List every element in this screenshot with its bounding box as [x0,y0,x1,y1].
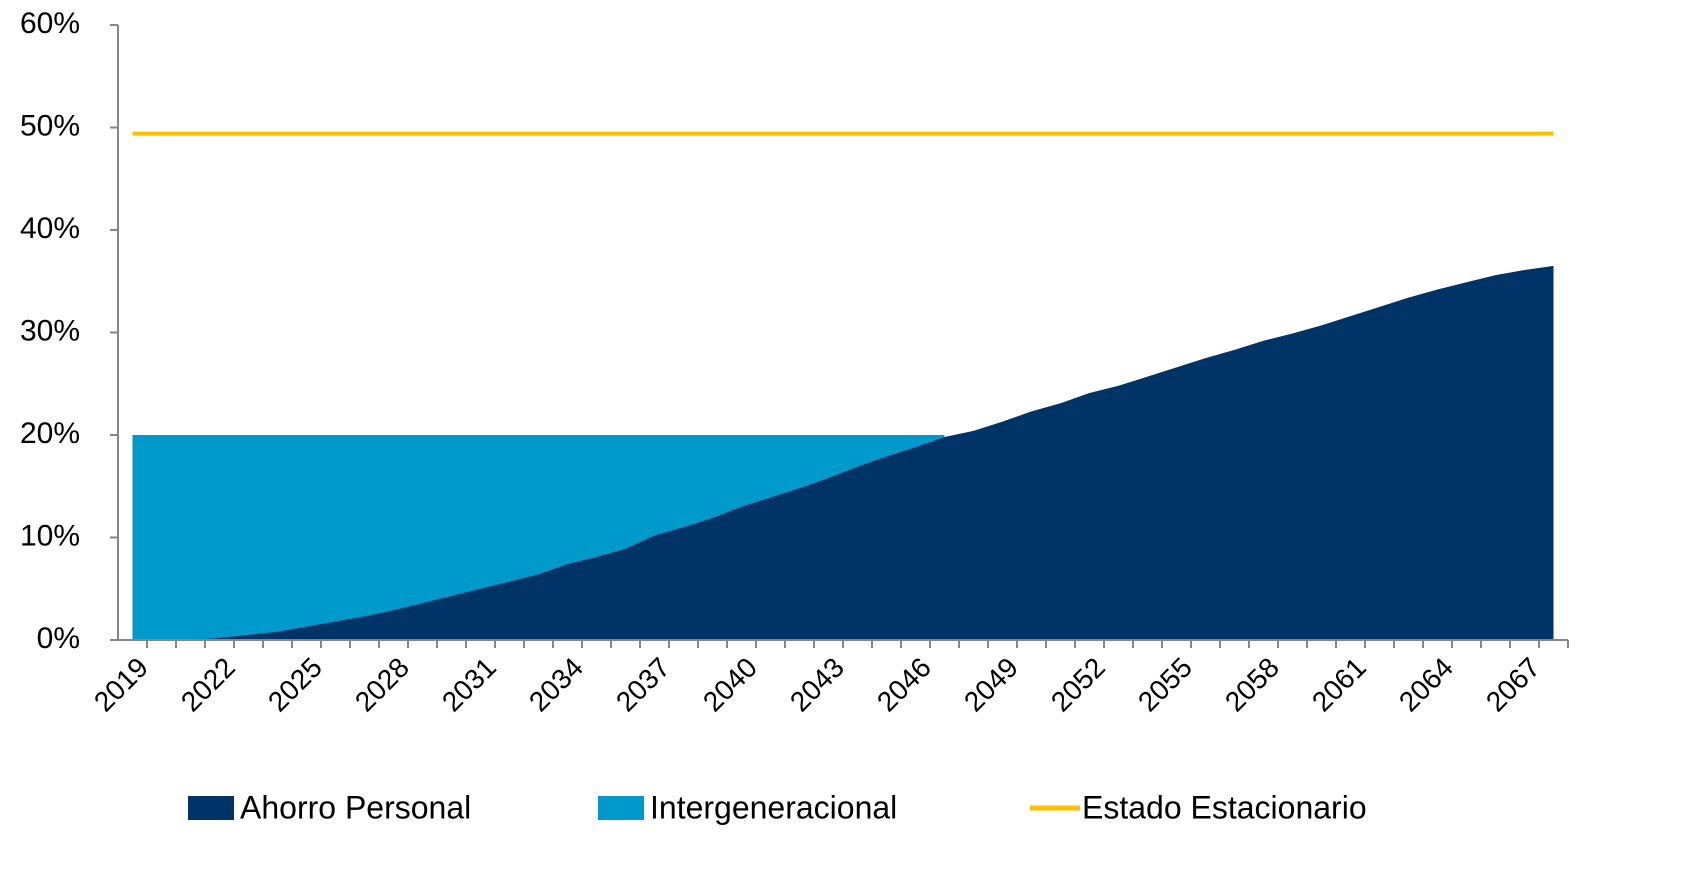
x-tick-label: 2037 [610,652,676,718]
y-tick-label: 60% [20,7,80,40]
x-tick-label: 2061 [1306,652,1372,718]
y-tick-label: 10% [20,519,80,552]
y-tick-label: 30% [20,314,80,347]
x-tick-label: 2052 [1045,652,1111,718]
legend-label: Estado Estacionario [1082,789,1367,825]
x-tick-label: 2031 [436,652,502,718]
x-tick-label: 2040 [697,652,763,718]
legend-label: Ahorro Personal [240,789,471,825]
legend-label: Intergeneracional [650,789,897,825]
y-tick-label: 50% [20,109,80,142]
y-tick-label: 0% [37,622,80,655]
x-tick-label: 2034 [523,652,589,718]
x-tick-label: 2022 [175,652,241,718]
y-tick-label: 40% [20,212,80,245]
x-tick-label: 2067 [1480,652,1546,718]
x-tick-label: 2043 [784,652,850,718]
y-tick-label: 20% [20,417,80,450]
x-tick-label: 2064 [1393,652,1459,718]
area [132,265,1554,640]
x-tick-label: 2055 [1132,652,1198,718]
legend-swatch [188,796,234,820]
legend-swatch [598,796,644,820]
x-tick-label: 2046 [871,652,937,718]
x-tick-label: 2025 [262,652,328,718]
x-tick-label: 2049 [958,652,1024,718]
x-tick-label: 2028 [349,652,415,718]
x-tick-label: 2058 [1219,652,1285,718]
x-tick-label: 2019 [88,652,154,718]
